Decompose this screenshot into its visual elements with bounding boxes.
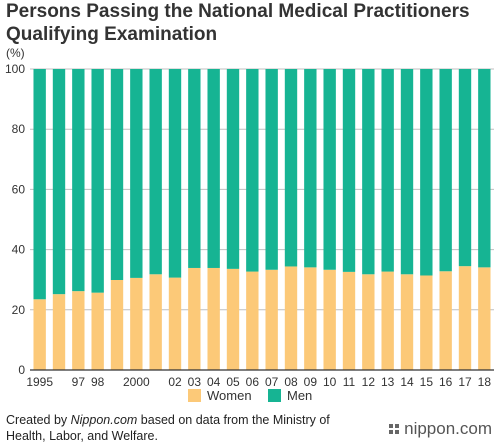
bar-women-2007 xyxy=(265,269,278,370)
x-tick-label-2000: 2000 xyxy=(123,375,150,389)
source-note: Created by Nippon.com based on data from… xyxy=(6,412,366,444)
bar-men-2016 xyxy=(439,69,452,272)
x-tick-label-2008: 08 xyxy=(284,375,298,389)
bar-men-1996 xyxy=(52,69,66,295)
x-tick-label-1997: 97 xyxy=(72,375,86,389)
bar-men-2006 xyxy=(246,69,259,272)
bar-men-2003 xyxy=(188,69,201,268)
bar-men-2004 xyxy=(207,69,220,268)
bar-women-2006 xyxy=(246,271,259,370)
source-site: Nippon.com xyxy=(70,413,138,427)
bar-women-2000 xyxy=(130,277,143,370)
y-tick-label-0: 0 xyxy=(18,363,25,377)
bar-women-2002 xyxy=(168,277,182,370)
bar-men-2007 xyxy=(265,69,278,270)
bar-women-2011 xyxy=(342,271,356,370)
bar-women-1996 xyxy=(52,294,66,370)
bar-men-1999 xyxy=(110,69,124,281)
bar-women-2009 xyxy=(304,267,317,370)
bar-men-1997 xyxy=(72,69,85,292)
chart-title: Persons Passing the National Medical Pra… xyxy=(6,1,470,45)
bar-women-2013 xyxy=(381,271,394,370)
bar-men-2010 xyxy=(323,69,336,270)
bar-women-2005 xyxy=(226,268,240,370)
x-tick-label-2015: 15 xyxy=(420,375,434,389)
bar-women-2015 xyxy=(420,275,433,370)
bar-women-2012 xyxy=(362,274,375,370)
bar-women-2008 xyxy=(284,266,298,370)
y-axis-unit: (%) xyxy=(6,46,25,60)
bar-men-2013 xyxy=(381,69,394,272)
x-tick-label-2002: 02 xyxy=(168,375,182,389)
source-rest: based on data from the Ministry of Healt… xyxy=(6,413,330,443)
x-tick-label-2010: 10 xyxy=(323,375,337,389)
y-tick-label-100: 100 xyxy=(5,62,25,76)
bar-men-2017 xyxy=(458,69,472,267)
bar-men-2015 xyxy=(420,69,433,276)
x-tick-label-2011: 11 xyxy=(343,375,356,389)
stacked-bar-chart: 0 20 40 60 80 100 1995 97 98 2000 02 03 04 05 06 07 08 09… xyxy=(5,62,494,389)
x-tick-label-2014: 14 xyxy=(400,375,414,389)
x-tick-label-1998: 98 xyxy=(91,375,105,389)
x-tick-label-2009: 09 xyxy=(304,375,318,389)
bar-women-1997 xyxy=(72,291,85,370)
x-tick-label-2007: 07 xyxy=(265,375,279,389)
gridlines xyxy=(30,68,494,311)
x-tick-label-2005: 05 xyxy=(226,375,240,389)
brand-logo: nippon.com xyxy=(389,419,492,439)
bars xyxy=(33,69,491,370)
legend: Women Men xyxy=(0,388,500,406)
y-tick-label-60: 60 xyxy=(12,182,26,196)
x-tick-label-2013: 13 xyxy=(381,375,395,389)
legend-swatch-women xyxy=(188,389,201,402)
x-tick-label-2004: 04 xyxy=(207,375,221,389)
bar-women-2004 xyxy=(207,267,220,370)
bar-men-2009 xyxy=(304,69,317,268)
y-tick-label-20: 20 xyxy=(12,303,26,317)
bar-men-1998 xyxy=(91,69,104,293)
bar-men-2011 xyxy=(342,69,356,272)
legend-label-men: Men xyxy=(287,388,313,403)
bar-women-1995 xyxy=(33,299,46,370)
bar-men-2012 xyxy=(362,69,375,275)
bar-men-2002 xyxy=(168,69,182,278)
x-tick-label-1995: 1995 xyxy=(26,375,53,389)
legend-item-men: Men xyxy=(268,388,312,403)
bar-women-1999 xyxy=(110,280,124,370)
source-prefix: Created by xyxy=(6,413,71,427)
bar-men-2008 xyxy=(284,69,298,267)
x-tick-label-2006: 06 xyxy=(246,375,260,389)
bar-women-2016 xyxy=(439,271,452,370)
brand-dots-icon xyxy=(389,424,400,434)
legend-swatch-men xyxy=(268,389,281,402)
x-tick-label-2003: 03 xyxy=(188,375,202,389)
bar-men-2018 xyxy=(478,69,491,268)
bar-women-2003 xyxy=(188,267,201,370)
x-tick-label-2018: 18 xyxy=(478,375,492,389)
bar-men-2001 xyxy=(149,69,162,275)
bar-women-2017 xyxy=(458,266,472,370)
bar-men-1995 xyxy=(33,69,46,300)
legend-item-women: Women xyxy=(188,388,252,403)
bar-women-2001 xyxy=(149,274,162,370)
x-tick-label-2016: 16 xyxy=(439,375,453,389)
bar-women-2014 xyxy=(400,274,414,370)
bar-men-2000 xyxy=(130,69,143,278)
brand-name: nippon.com xyxy=(404,419,492,438)
y-tick-label-80: 80 xyxy=(12,122,26,136)
bar-women-1998 xyxy=(91,292,104,370)
legend-label-women: Women xyxy=(207,388,252,403)
x-tick-label-2012: 12 xyxy=(362,375,376,389)
x-tick-label-2017: 17 xyxy=(458,375,472,389)
bar-men-2014 xyxy=(400,69,414,275)
bar-men-2005 xyxy=(226,69,240,269)
y-tick-label-40: 40 xyxy=(12,243,26,257)
bar-women-2018 xyxy=(478,267,491,370)
axes: 0 20 40 60 80 100 1995 97 98 2000 02 03 04 05 06 07 08 09… xyxy=(5,62,494,389)
bar-women-2010 xyxy=(323,269,336,370)
